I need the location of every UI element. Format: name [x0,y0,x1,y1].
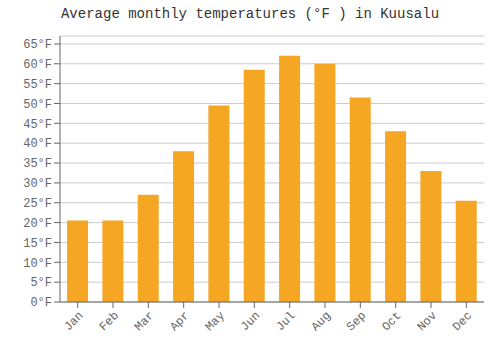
svg-text:60°F: 60°F [23,58,52,72]
svg-text:15°F: 15°F [23,237,52,251]
svg-text:30°F: 30°F [23,177,52,191]
svg-text:Jan: Jan [61,309,86,334]
svg-text:45°F: 45°F [23,118,52,132]
svg-text:Aug: Aug [309,309,334,334]
svg-text:55°F: 55°F [23,78,52,92]
svg-text:Jun: Jun [238,309,263,334]
svg-text:May: May [203,309,228,334]
svg-text:0°F: 0°F [30,296,52,310]
svg-text:20°F: 20°F [23,217,52,231]
svg-text:5°F: 5°F [30,276,52,290]
svg-text:Oct: Oct [379,309,404,334]
svg-text:Apr: Apr [167,309,192,334]
svg-text:25°F: 25°F [23,197,52,211]
svg-text:10°F: 10°F [23,257,52,271]
svg-text:50°F: 50°F [23,98,52,112]
html-text:Average monthly temperatures (: Average monthly temperatures (°F ) in Ku… [61,6,439,22]
svg-text:Sep: Sep [344,309,369,334]
svg-text:Feb: Feb [97,309,122,334]
svg-text:35°F: 35°F [23,157,52,171]
svg-text:65°F: 65°F [23,38,52,52]
svg-text:Nov: Nov [415,309,440,334]
svg-text:Mar: Mar [132,309,157,334]
svg-text:Jul: Jul [273,309,298,334]
svg-text:40°F: 40°F [23,137,52,151]
svg-text:Dec: Dec [450,309,475,334]
